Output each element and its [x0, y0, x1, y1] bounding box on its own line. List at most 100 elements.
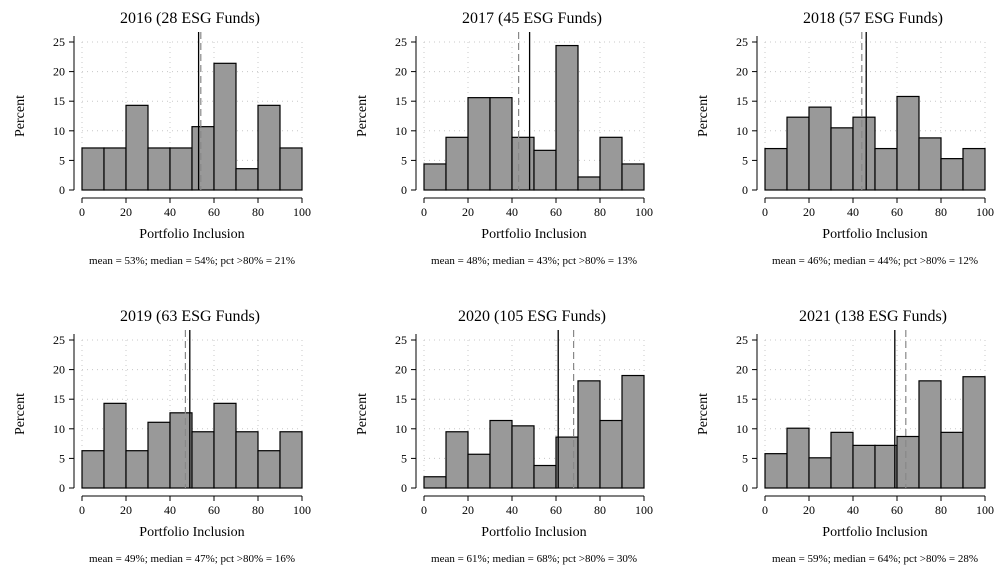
- x-tick-label: 40: [506, 205, 518, 219]
- histogram-bar: [577, 176, 601, 191]
- y-tick-label: 0: [742, 481, 748, 495]
- histogram-bar: [235, 168, 259, 191]
- histogram-bar: [81, 147, 105, 191]
- y-tick-label: 0: [742, 183, 748, 197]
- y-tick-label: 0: [59, 481, 65, 495]
- histogram-bar: [125, 450, 149, 489]
- y-tick-label: 5: [742, 153, 748, 167]
- histogram-bar: [555, 44, 579, 191]
- histogram-bar: [511, 425, 535, 489]
- x-tick-label: 20: [120, 205, 132, 219]
- histogram-bar: [808, 106, 832, 191]
- histogram-bar: [621, 163, 645, 191]
- histogram-bar: [808, 457, 832, 489]
- histogram-bar: [896, 435, 920, 489]
- histogram-bar: [103, 147, 127, 191]
- histogram-panel: 0 20 40 60 80 100 0 5 10 15 20 25 2018 (57 ESG Funds…: [696, 10, 994, 267]
- x-tick-label: 0: [762, 205, 768, 219]
- y-axis-label: Percent: [13, 393, 28, 435]
- x-tick-label: 80: [252, 205, 264, 219]
- histogram-bar: [423, 476, 447, 489]
- panel-title: 2017 (45 ESG Funds): [462, 10, 602, 27]
- histogram-panel: 0 20 40 60 80 100 0 5 10 15 20 25 2016 (28 ESG Funds…: [13, 10, 311, 267]
- x-tick-label: 60: [208, 205, 220, 219]
- y-tick-label: 15: [53, 392, 65, 406]
- histogram-bar: [533, 149, 557, 191]
- y-tick-label: 25: [53, 333, 65, 347]
- histogram-bar: [533, 464, 557, 489]
- summary-stats: mean = 46%; median = 44%; pct >80% = 12%: [772, 255, 978, 267]
- y-axis-label: Percent: [696, 95, 711, 137]
- y-tick-label: 10: [395, 124, 407, 138]
- y-axis-label: Percent: [696, 393, 711, 435]
- x-tick-label: 0: [79, 503, 85, 517]
- histogram-panel: 0 20 40 60 80 100 0 5 10 15 20 25 2020 (105 ESG Fund…: [355, 308, 653, 565]
- y-tick-label: 20: [53, 363, 65, 377]
- histogram-bar: [169, 147, 193, 191]
- histogram-bar: [962, 376, 986, 489]
- histogram-bar: [279, 147, 303, 191]
- x-tick-label: 40: [847, 205, 859, 219]
- panel-title: 2018 (57 ESG Funds): [803, 10, 943, 27]
- x-tick-label: 60: [891, 205, 903, 219]
- x-tick-label: 100: [635, 205, 653, 219]
- y-tick-label: 15: [395, 392, 407, 406]
- histogram-bar: [896, 95, 920, 191]
- histogram-bar: [445, 136, 469, 191]
- histogram-bar: [962, 147, 986, 191]
- y-tick-label: 20: [736, 363, 748, 377]
- histogram-bar: [786, 427, 810, 489]
- histogram-bar: [147, 421, 171, 489]
- histogram-bar: [764, 453, 788, 489]
- histogram-bar: [830, 127, 854, 191]
- summary-stats: mean = 49%; median = 47%; pct >80% = 16%: [89, 553, 295, 565]
- histogram-bar: [599, 136, 623, 191]
- histogram-bar: [621, 374, 645, 489]
- histogram-bar: [489, 419, 513, 489]
- summary-stats: mean = 61%; median = 68%; pct >80% = 30%: [431, 553, 637, 565]
- histogram-bar: [940, 158, 964, 191]
- y-tick-label: 25: [395, 333, 407, 347]
- x-tick-label: 40: [506, 503, 518, 517]
- x-tick-label: 60: [550, 503, 562, 517]
- panel-title: 2021 (138 ESG Funds): [799, 308, 947, 325]
- histogram-bar: [467, 453, 491, 489]
- y-tick-label: 5: [59, 451, 65, 465]
- x-tick-label: 80: [935, 205, 947, 219]
- y-tick-label: 10: [53, 124, 65, 138]
- x-tick-label: 80: [594, 503, 606, 517]
- x-tick-label: 100: [635, 503, 653, 517]
- x-tick-label: 0: [79, 205, 85, 219]
- histogram-bar: [213, 402, 237, 489]
- x-tick-label: 60: [891, 503, 903, 517]
- x-tick-label: 100: [293, 503, 311, 517]
- y-tick-label: 5: [742, 451, 748, 465]
- histogram-bar: [81, 450, 105, 489]
- y-axis-label: Percent: [13, 95, 28, 137]
- x-tick-label: 100: [976, 503, 994, 517]
- histogram-bar: [489, 97, 513, 191]
- x-tick-label: 80: [252, 503, 264, 517]
- x-tick-label: 60: [208, 503, 220, 517]
- histogram-bar: [445, 431, 469, 489]
- y-tick-label: 20: [395, 363, 407, 377]
- histogram-bar: [235, 431, 259, 489]
- histogram-bar: [918, 380, 942, 489]
- histogram-bar: [467, 97, 491, 191]
- histogram-bar: [764, 147, 788, 191]
- y-tick-label: 10: [736, 124, 748, 138]
- histogram-bar: [599, 419, 623, 489]
- x-tick-label: 20: [803, 205, 815, 219]
- histogram-panel: 0 20 40 60 80 100 0 5 10 15 20 25 2017 (45 ESG Funds…: [355, 10, 653, 267]
- x-tick-label: 20: [803, 503, 815, 517]
- x-axis-label: Portfolio Inclusion: [822, 227, 927, 242]
- histogram-bar: [125, 104, 149, 191]
- x-tick-label: 40: [164, 205, 176, 219]
- histogram-bar: [169, 412, 193, 489]
- x-tick-label: 80: [935, 503, 947, 517]
- x-tick-label: 40: [164, 503, 176, 517]
- y-tick-label: 20: [736, 65, 748, 79]
- summary-stats: mean = 53%; median = 54%; pct >80% = 21%: [89, 255, 295, 267]
- histogram-bar: [423, 163, 447, 191]
- histogram-bar: [213, 62, 237, 191]
